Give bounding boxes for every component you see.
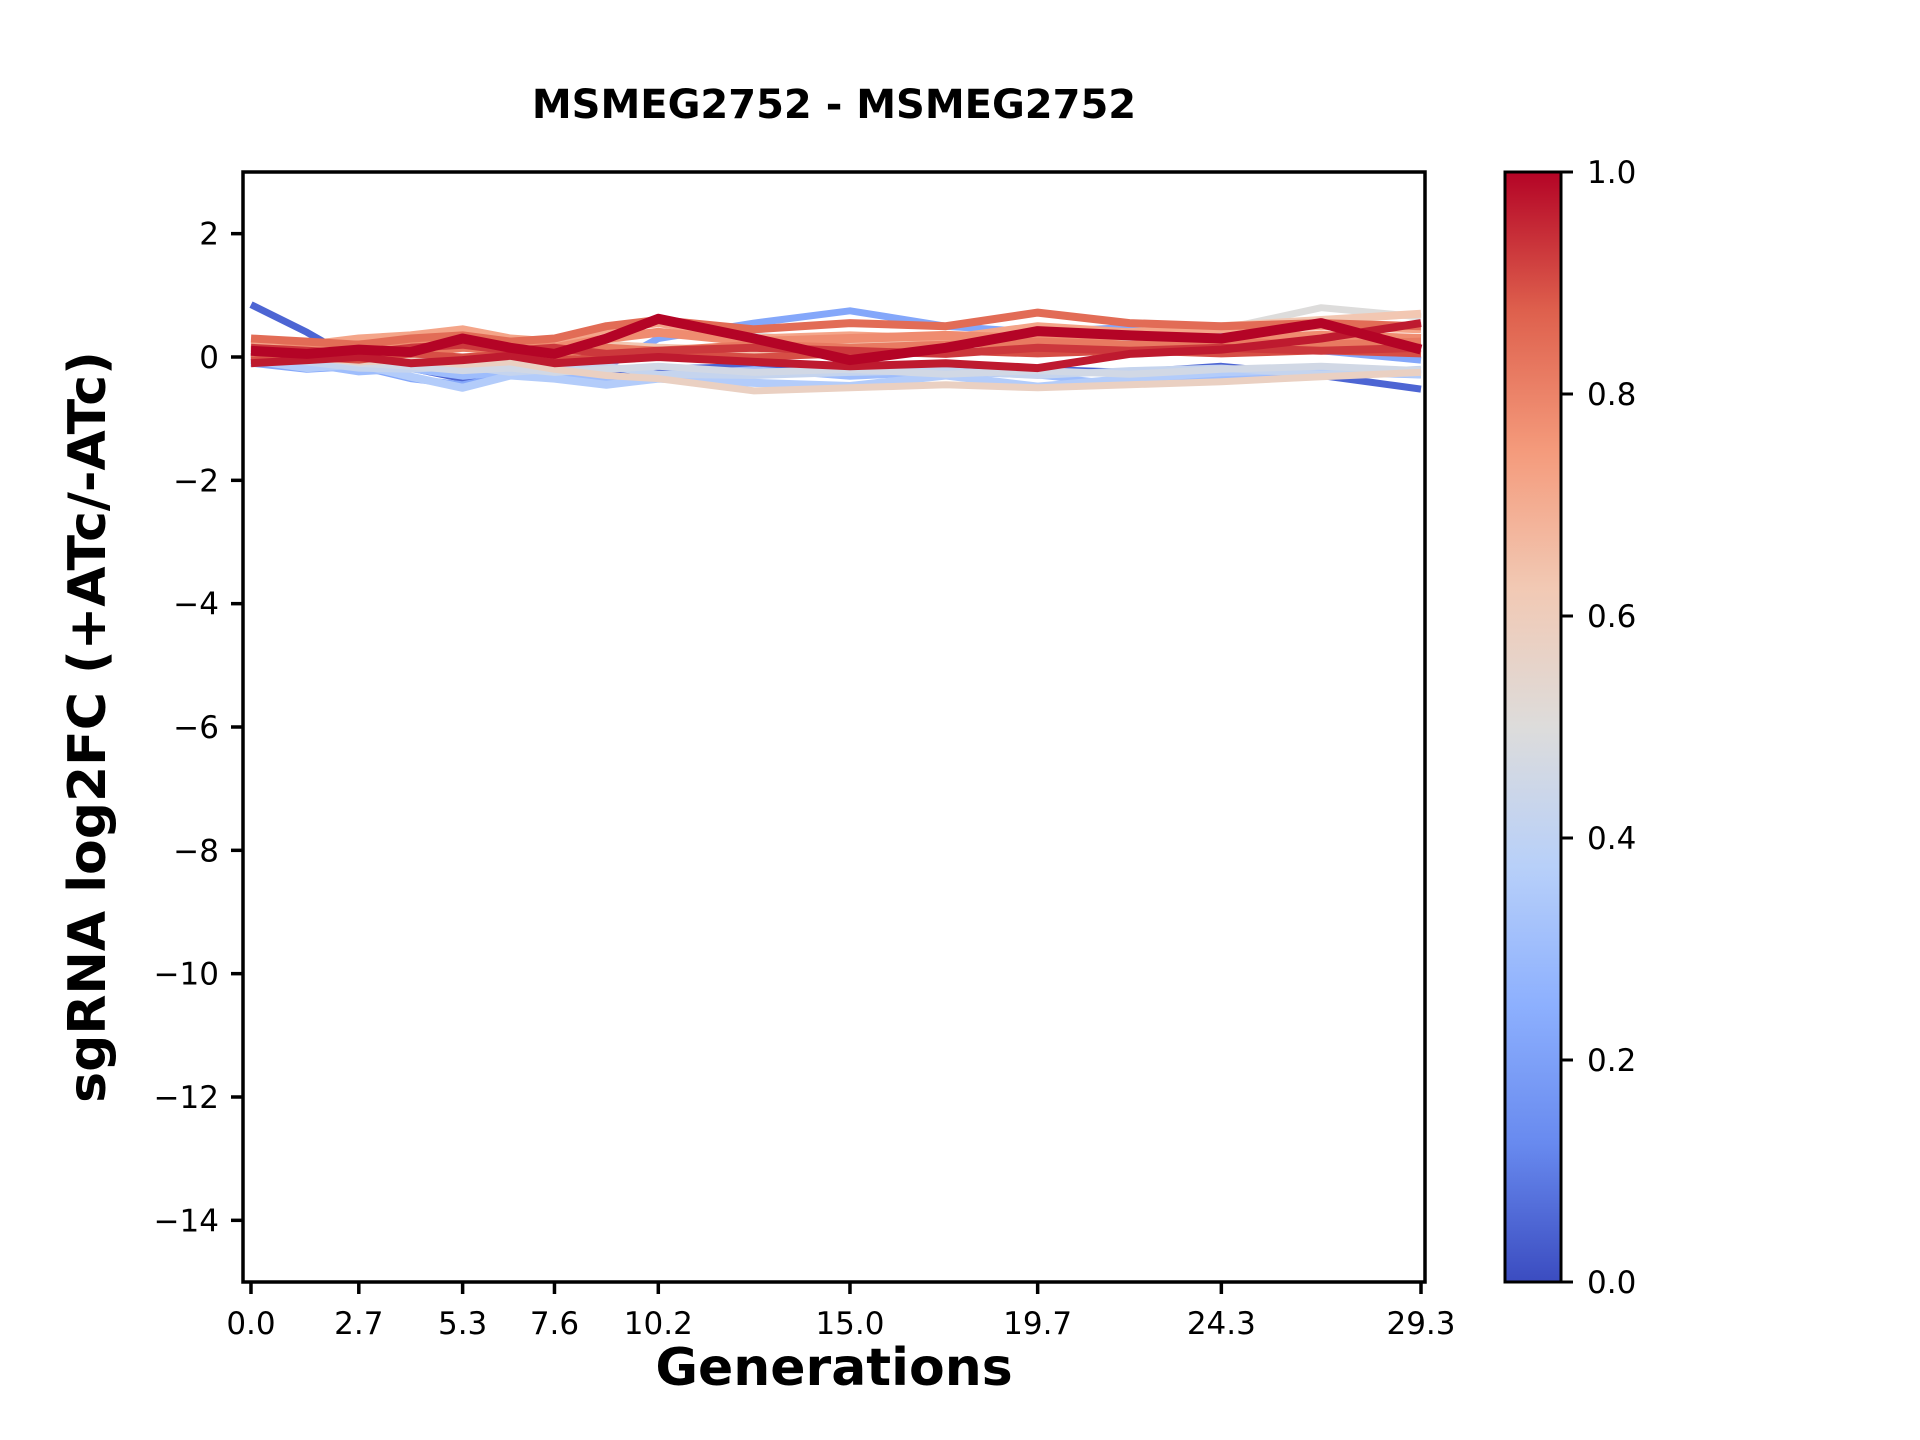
series-lines xyxy=(249,301,1423,395)
x-tick-label: 2.7 xyxy=(334,1306,383,1342)
colorbar-tick-label: 0.8 xyxy=(1587,377,1636,413)
colorbar-tick-label: 1.0 xyxy=(1587,155,1636,191)
x-tick-label: 10.2 xyxy=(624,1306,693,1342)
x-tick-label: 15.0 xyxy=(815,1306,884,1342)
series-line xyxy=(250,319,1422,373)
y-tick-label: −12 xyxy=(154,1080,219,1116)
chart-title: MSMEG2752 - MSMEG2752 xyxy=(531,82,1137,128)
y-tick-label: 0 xyxy=(199,340,219,376)
x-tick-label: 7.6 xyxy=(530,1306,579,1342)
y-tick-label: −6 xyxy=(173,710,219,746)
x-tick-label: 5.3 xyxy=(438,1306,487,1342)
x-tick-label: 29.3 xyxy=(1386,1306,1455,1342)
y-tick-label: 2 xyxy=(199,217,219,253)
series-line xyxy=(250,347,1422,378)
x-tick-label: 24.3 xyxy=(1187,1306,1256,1342)
x-tick-label: 19.7 xyxy=(1003,1306,1072,1342)
y-tick-label: −2 xyxy=(173,463,219,499)
colorbar xyxy=(1503,170,1563,1284)
x-axis-label: Generations xyxy=(655,1338,1013,1398)
y-tick-label: −8 xyxy=(173,833,219,869)
series-line xyxy=(250,313,1423,366)
colorbar-tick-label: 0.6 xyxy=(1587,599,1636,635)
y-tick-label: −14 xyxy=(154,1203,219,1239)
colorbar-tick-label: 0.0 xyxy=(1587,1265,1636,1301)
colorbar-tick-label: 0.4 xyxy=(1587,821,1636,857)
y-tick-label: −4 xyxy=(173,587,219,623)
colorbar-tick-label: 0.2 xyxy=(1587,1043,1636,1079)
y-tick-label: −10 xyxy=(154,957,219,993)
x-tick-label: 0.0 xyxy=(226,1306,275,1342)
